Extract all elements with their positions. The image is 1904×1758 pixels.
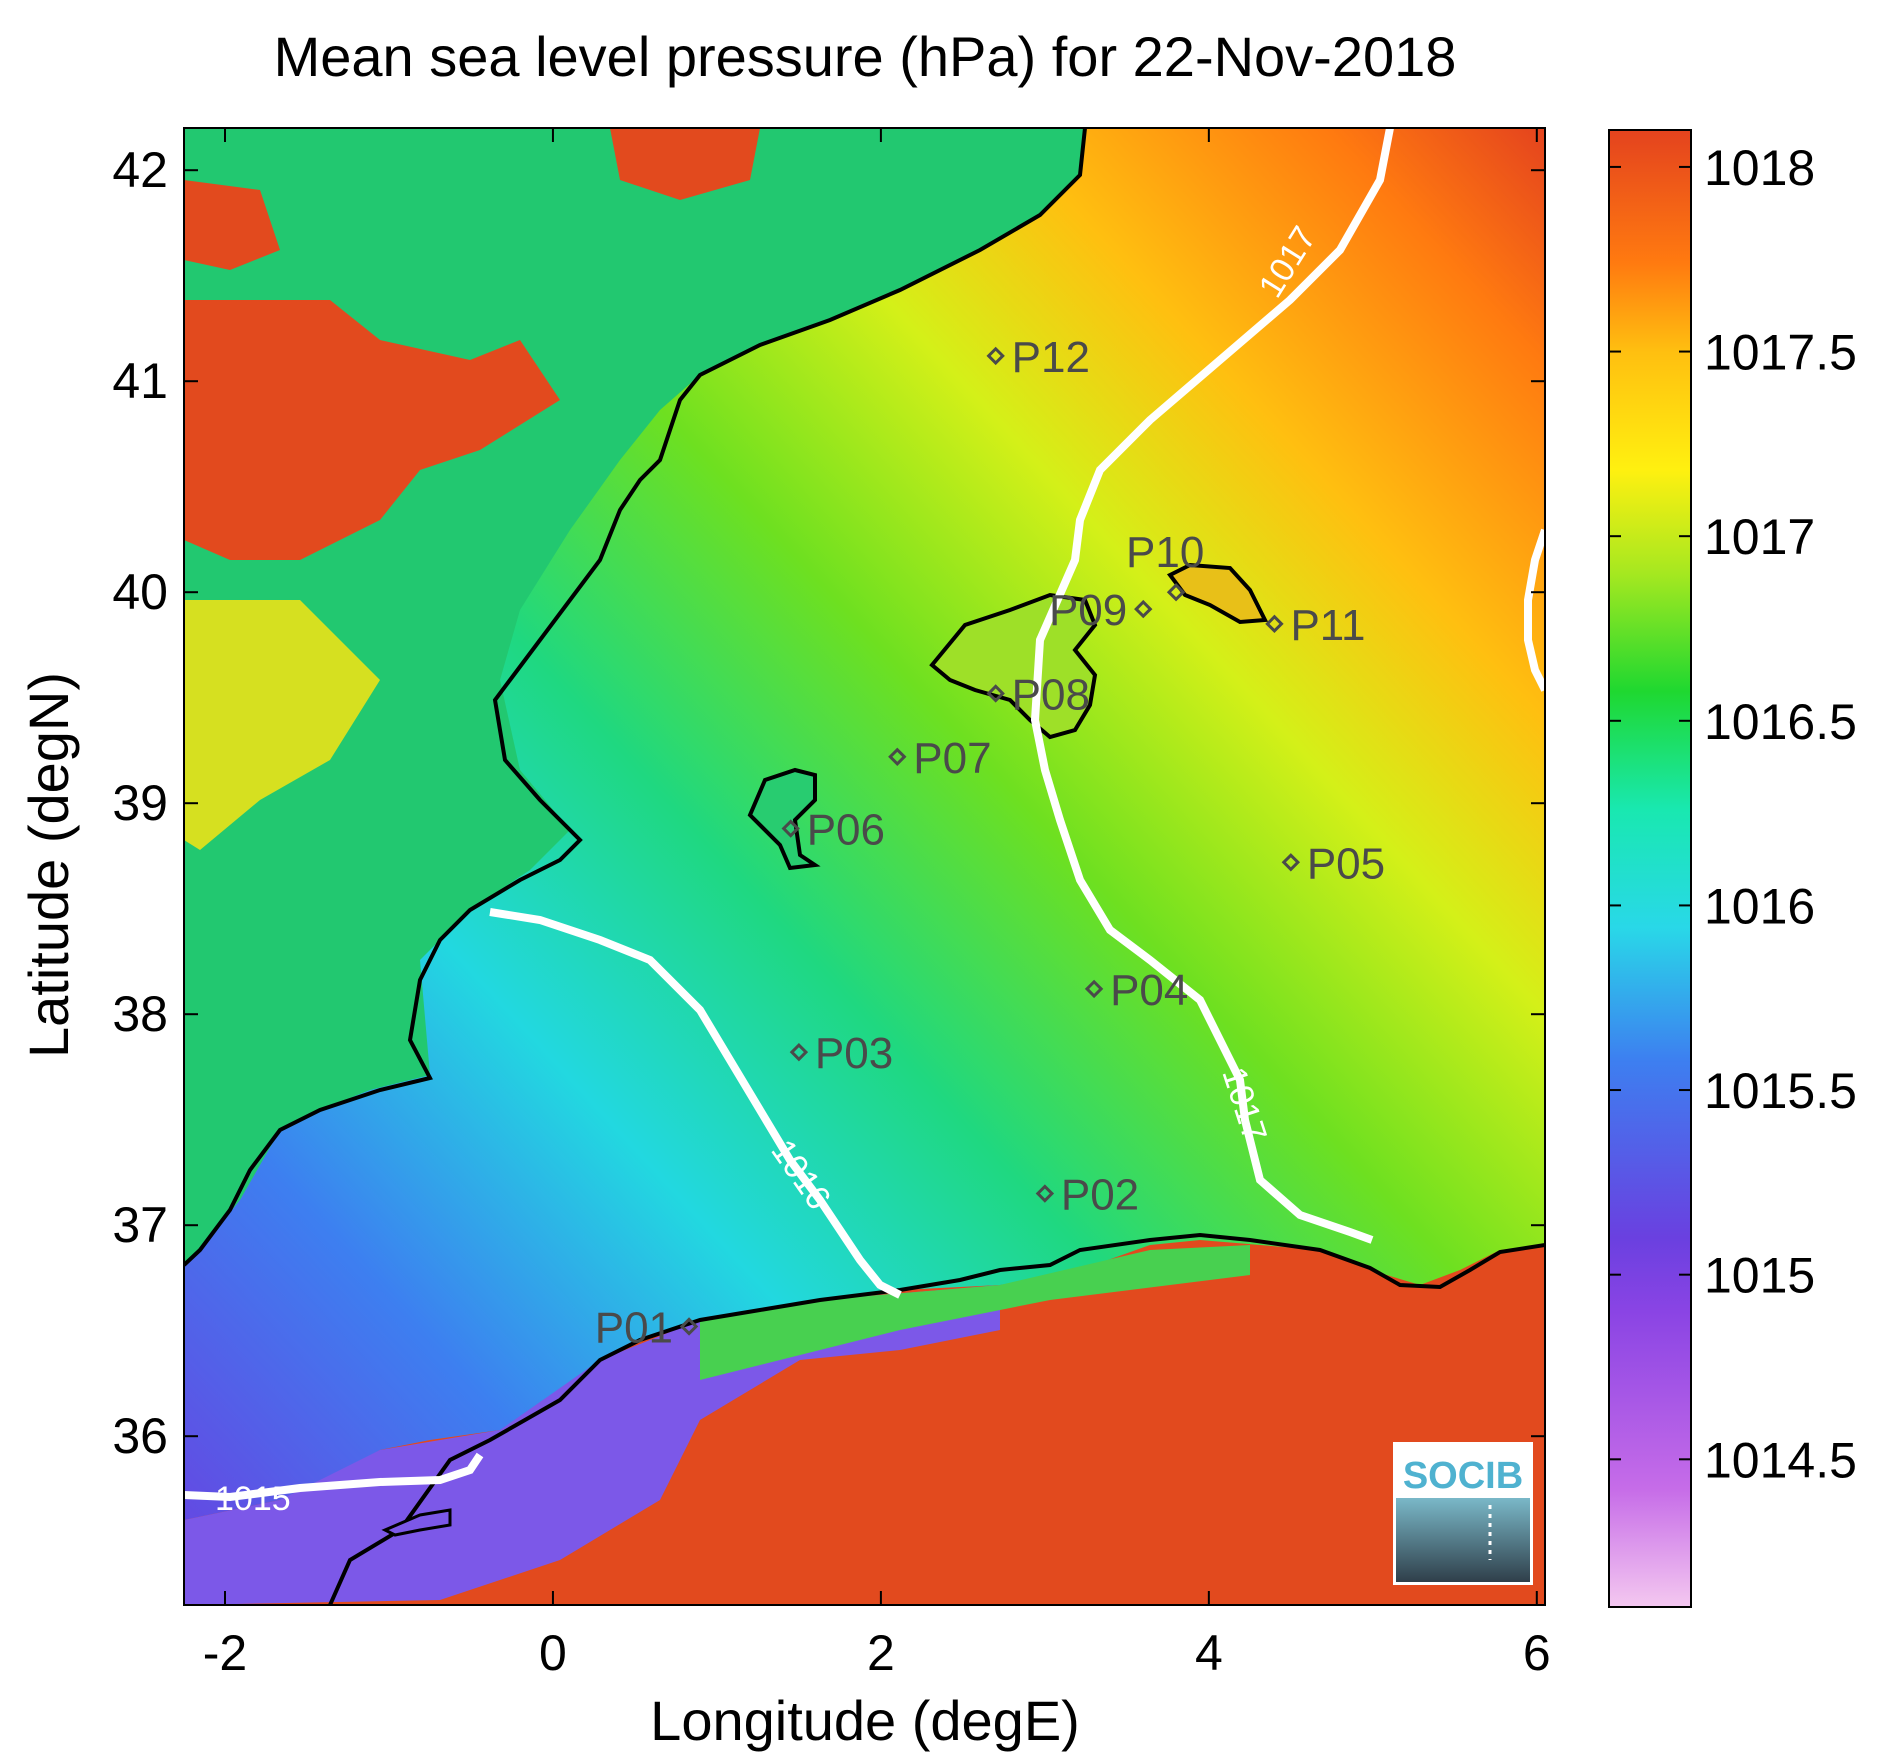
colorbar-tick-label: 1017: [1704, 509, 1815, 565]
contour-1017-east-line: [1524, 528, 1545, 692]
station-label: P02: [1061, 1171, 1139, 1220]
station-marker: [1281, 853, 1301, 872]
station-marker: [679, 1317, 699, 1336]
colorbar-tick-label: 1018: [1704, 140, 1815, 196]
colorbar: [1609, 130, 1691, 1607]
station-label: P08: [1012, 670, 1090, 719]
y-axis-ticks: 36 37 38 39 40 41 42: [112, 142, 1545, 1464]
plot-frame: [183, 127, 1546, 1606]
land-iberia-highlands: [184, 300, 560, 560]
y-tick-label: 40: [112, 564, 168, 620]
land-iberia-hills: [184, 180, 280, 270]
x-axis-ticks: -2 0 2 4 6: [203, 128, 1551, 1681]
colorbar-tick-label: 1017.5: [1704, 325, 1857, 381]
colorbar-tick-label: 1016.5: [1704, 694, 1857, 750]
x-tick-label: 6: [1523, 1625, 1551, 1681]
station-label: P07: [913, 734, 991, 783]
station-label: P10: [1126, 528, 1204, 577]
station-label: P05: [1307, 839, 1385, 888]
colorbar-tick-label: 1015.5: [1704, 1063, 1857, 1119]
station-label: P09: [1049, 586, 1127, 635]
colorbar-tick-label: 1015: [1704, 1248, 1815, 1304]
station-marker: [781, 819, 800, 838]
station-points: P01 P02 P03 P04 P05 P06 P07 P08 P09 P10 P11 P12: [595, 333, 1385, 1353]
contour-label-1015: 1015: [215, 1480, 291, 1518]
contour-1017-line: [1030, 128, 1394, 1244]
y-tick-label: 38: [112, 986, 168, 1042]
map-area: 1017 1017 1016 1015: [184, 128, 1545, 1605]
colorbar-tick-label: 1014.5: [1704, 1432, 1857, 1488]
land-africa-green-strip: [700, 1245, 1250, 1380]
station-label: P06: [807, 806, 885, 855]
station-marker: [1084, 979, 1104, 999]
station-label: P03: [815, 1029, 893, 1078]
island-mallorca: [929, 592, 1098, 740]
x-tick-label: -2: [203, 1625, 247, 1681]
island-menorca: [1166, 562, 1269, 625]
socib-logo-text: SOCIB: [1403, 1455, 1523, 1497]
y-tick-label: 39: [112, 775, 168, 831]
x-tick-label: 0: [539, 1625, 567, 1681]
y-tick-label: 36: [112, 1408, 168, 1464]
y-axis-label: Latitude (degN): [17, 672, 80, 1058]
y-tick-label: 37: [112, 1197, 168, 1253]
x-tick-label: 4: [1195, 1625, 1223, 1681]
x-tick-label: 2: [867, 1625, 895, 1681]
station-label: P12: [1012, 333, 1090, 382]
coastline-north-africa: [328, 1232, 1545, 1605]
coastline-iberia: [184, 128, 1087, 1267]
colorbar-frame: [1608, 129, 1692, 1608]
land-africa-coastal-strip: [184, 1285, 1000, 1605]
land-iberia-yellow: [184, 600, 380, 850]
station-marker: [1134, 599, 1153, 619]
contour-1016-line: [489, 908, 902, 1299]
contour-1015-line: [184, 1452, 484, 1502]
y-tick-label: 42: [112, 142, 168, 198]
station-label: P01: [595, 1303, 673, 1352]
chart-title: Mean sea level pressure (hPa) for 22-Nov…: [274, 25, 1457, 88]
station-marker: [986, 684, 1005, 703]
island-alboran: [381, 1508, 452, 1537]
socib-logo: SOCIB: [1393, 1442, 1533, 1585]
colorbar-tick-label: 1016: [1704, 878, 1815, 934]
y-tick-label: 41: [112, 353, 168, 409]
station-marker: [1166, 583, 1186, 602]
station-marker: [888, 747, 907, 766]
land-iberia-highlands-north: [610, 128, 760, 200]
station-marker: [986, 346, 1005, 366]
station-marker: [1265, 614, 1284, 634]
station-marker: [789, 1042, 809, 1062]
colorbar-ticks: 1014.5 1015 1015.5 1016 1016.5 1017 1017.5 1018: [1609, 140, 1857, 1488]
x-axis-label: Longitude (degE): [650, 1689, 1080, 1752]
island-ibiza: [747, 767, 821, 871]
station-label: P04: [1110, 966, 1188, 1015]
station-marker: [1035, 1184, 1055, 1203]
station-label: P11: [1290, 601, 1365, 650]
